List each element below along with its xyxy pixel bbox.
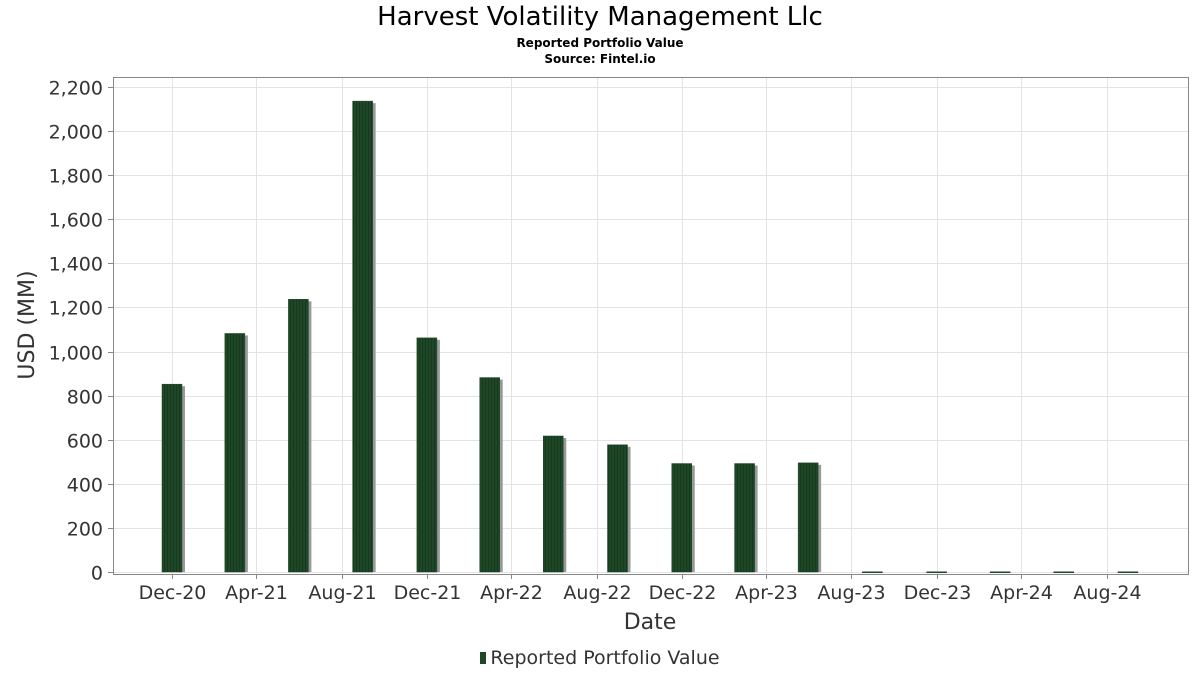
bar	[352, 100, 373, 573]
y-tick-label: 1,400	[49, 254, 103, 276]
bar	[862, 571, 883, 574]
chart-title: Harvest Volatility Management Llc	[377, 2, 823, 32]
y-tick-label: 1,800	[49, 166, 103, 188]
bar	[989, 571, 1011, 574]
x-tick-label: Apr-21	[225, 582, 288, 604]
bar	[671, 463, 692, 573]
y-tick-label: 1,000	[49, 343, 103, 365]
bar	[288, 299, 309, 573]
bar	[734, 463, 755, 573]
bar	[416, 337, 438, 573]
x-tick-label: Aug-22	[563, 582, 631, 604]
bar	[224, 333, 246, 573]
x-axis-ticks: Dec-20 Apr-21 Aug-21 Dec-21 Apr-22 Aug-22 Dec-…	[139, 574, 1142, 604]
y-tick-label: 600	[67, 431, 103, 453]
x-tick-label: Apr-23	[735, 582, 798, 604]
y-tick-label: 1,600	[49, 210, 103, 232]
chart-area: 0 200 400 600 800 1,000 1,200 1,400 1,600 1,800 2,…	[15, 77, 1189, 635]
chart-subtitle: Reported Portfolio Value	[516, 36, 684, 50]
y-axis-title: USD (MM)	[15, 270, 40, 379]
x-tick-label: Dec-21	[394, 582, 462, 604]
x-tick-label: Dec-20	[139, 582, 207, 604]
y-tick-label: 400	[67, 475, 103, 497]
bar	[607, 444, 628, 573]
bar	[161, 383, 183, 573]
y-tick-label: 800	[67, 387, 103, 409]
bar	[1117, 571, 1139, 574]
x-tick-label: Aug-21	[308, 582, 376, 604]
y-tick-label: 2,000	[49, 122, 103, 144]
plot-frame	[113, 77, 1189, 575]
bar	[479, 377, 500, 573]
legend: Reported Portfolio Value	[0, 647, 1200, 669]
x-tick-label: Dec-22	[649, 582, 717, 604]
bar	[1053, 571, 1074, 574]
bar	[926, 571, 947, 574]
x-tick-label: Dec-23	[904, 582, 972, 604]
x-tick-label: Aug-24	[1073, 582, 1141, 604]
chart-source: Source: Fintel.io	[544, 52, 656, 66]
x-axis-title: Date	[624, 610, 677, 635]
bars	[161, 100, 1139, 574]
x-tick-label: Apr-22	[480, 582, 543, 604]
y-tick-label: 0	[91, 563, 103, 585]
y-tick-label: 200	[67, 519, 103, 541]
legend-label: Reported Portfolio Value	[490, 647, 720, 669]
y-axis-ticks: 0 200 400 600 800 1,000 1,200 1,400 1,600 1,800 2,…	[49, 78, 113, 585]
x-tick-label: Aug-23	[817, 582, 885, 604]
bar	[797, 462, 819, 573]
legend-swatch	[480, 652, 487, 664]
y-tick-label: 2,200	[49, 78, 103, 100]
x-tick-label: Apr-24	[990, 582, 1053, 604]
plot-background	[113, 77, 1188, 574]
bar	[543, 435, 564, 573]
y-tick-label: 1,200	[49, 298, 103, 320]
